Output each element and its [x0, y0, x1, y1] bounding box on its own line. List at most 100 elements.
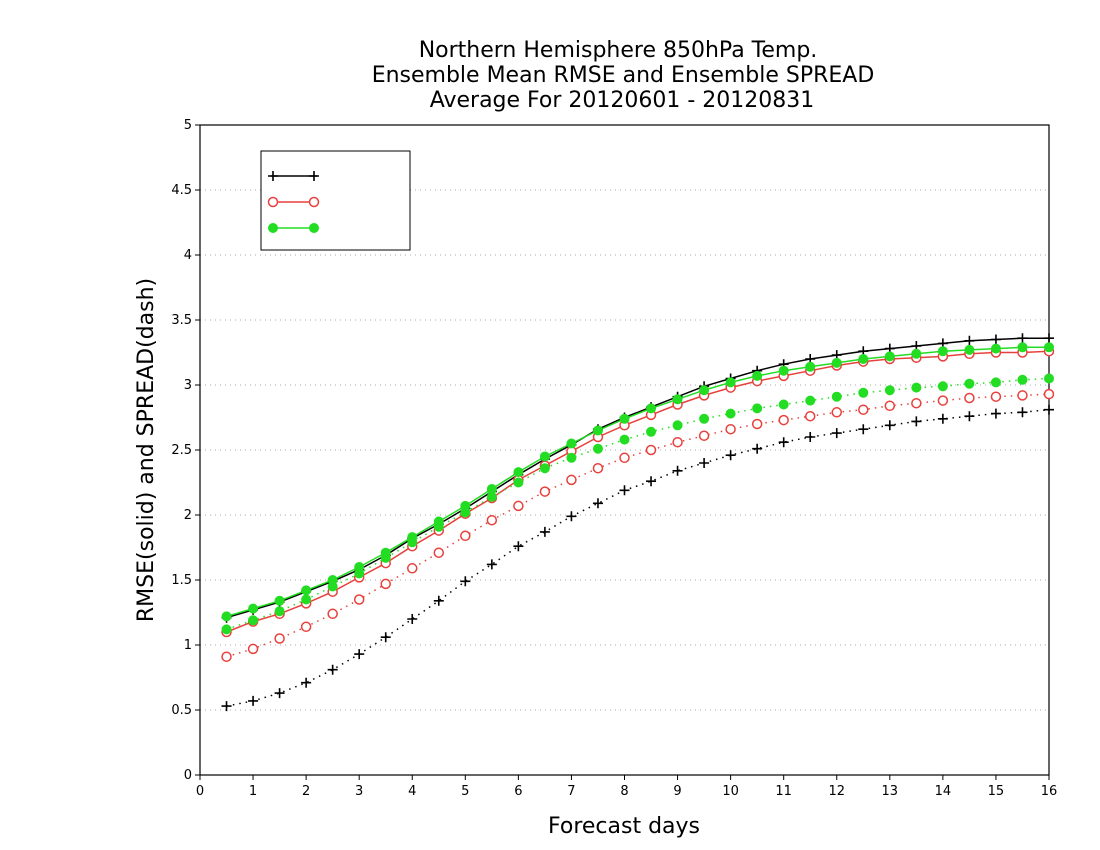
filled-circle-marker [858, 354, 869, 364]
circle-marker [937, 395, 949, 406]
plus-marker [831, 428, 842, 439]
circle-marker [778, 414, 789, 426]
filled-circle-marker [221, 611, 232, 622]
circle-marker [1017, 390, 1028, 401]
y-tick-label: 0.5 [171, 703, 192, 718]
plus-marker [407, 614, 418, 624]
plus-marker [619, 485, 630, 496]
circle-marker [267, 196, 279, 208]
y-tick-label: 5 [184, 118, 192, 133]
grid [200, 189, 1049, 711]
circle-marker [964, 392, 975, 404]
x-tick-label: 5 [461, 784, 469, 799]
x-tick-label: 15 [988, 784, 1005, 799]
circle-marker [645, 444, 657, 456]
filled-circle-marker [831, 391, 842, 402]
rmse-line [226, 350, 1050, 633]
filled-circle-marker [619, 434, 630, 445]
filled-circle-marker [937, 381, 948, 392]
filled-circle-marker [884, 385, 895, 396]
plus-marker [646, 476, 657, 487]
plus-marker [513, 541, 524, 552]
plus-marker [805, 432, 816, 442]
plus-marker [858, 424, 869, 435]
circle-marker [221, 651, 232, 662]
filled-circle-marker [990, 377, 1001, 388]
filled-circle-marker [805, 361, 816, 372]
circle-marker [858, 404, 869, 415]
circle-marker [407, 563, 418, 574]
x-tick-label: 8 [620, 784, 628, 799]
plus-marker [539, 526, 550, 537]
filled-circle-marker [778, 399, 789, 410]
plus-marker [911, 416, 922, 427]
plus-marker [221, 701, 232, 712]
filled-circle-marker [725, 408, 736, 419]
series-2 [221, 345, 1055, 662]
y-tick-label: 3.5 [171, 313, 192, 328]
filled-circle-marker [1017, 342, 1028, 353]
circle-marker [300, 621, 312, 633]
filled-circle-marker [990, 343, 1001, 354]
filled-circle-marker [354, 562, 365, 572]
filled-circle-marker [1017, 374, 1028, 385]
circle-marker [725, 423, 736, 435]
plus-marker [1017, 333, 1028, 344]
plus-marker [433, 595, 444, 606]
circle-marker [247, 643, 259, 655]
x-tick-label: 4 [408, 784, 416, 799]
spread-line [226, 393, 1050, 658]
filled-circle-marker [672, 420, 683, 431]
circle-marker [308, 196, 320, 208]
filled-circle-marker [274, 595, 285, 606]
filled-circle-marker [699, 413, 710, 424]
filled-circle-marker [752, 370, 763, 381]
x-tick-label: 10 [722, 784, 739, 799]
filled-circle-marker [380, 547, 391, 558]
filled-circle-marker [592, 443, 603, 454]
series-layer [221, 333, 1055, 712]
plus-marker [486, 559, 497, 570]
filled-circle-marker [268, 223, 278, 233]
filled-circle-marker [699, 385, 710, 396]
filled-circle-marker [301, 585, 312, 596]
x-tick-label: 14 [935, 784, 952, 799]
plus-marker [884, 420, 895, 431]
x-tick-label: 7 [567, 784, 575, 799]
filled-circle-marker [327, 575, 338, 585]
filled-circle-marker [221, 624, 232, 635]
filled-circle-marker [619, 413, 630, 424]
plus-marker [248, 695, 259, 706]
plus-marker [990, 334, 1001, 345]
chart-subtitle-2: Average For 20120601 - 20120831 [430, 88, 815, 113]
plus-marker [380, 632, 391, 643]
plus-marker [566, 511, 577, 522]
filled-circle-marker [274, 606, 285, 617]
plus-marker [752, 443, 763, 454]
y-tick-label: 0 [184, 768, 192, 783]
circle-marker [990, 391, 1002, 402]
x-tick-label: 16 [1041, 784, 1058, 799]
filled-circle-marker [539, 463, 550, 474]
filled-circle-marker [1044, 342, 1054, 353]
filled-circle-marker [831, 357, 842, 368]
filled-circle-marker [725, 377, 736, 388]
circle-marker [831, 407, 842, 418]
y-tick-label: 3 [184, 378, 192, 393]
y-tick-label: 1 [184, 638, 192, 653]
plus-marker [964, 335, 975, 346]
axes: 00.511.522.533.544.550 1 2 3 4 5 6 7 8 9 10 11 12 13 1… [171, 118, 1057, 799]
x-tick-label: 12 [828, 784, 845, 799]
plus-marker [301, 677, 312, 688]
circle-marker [911, 397, 922, 409]
filled-circle-marker [646, 426, 657, 437]
legend [260, 150, 411, 251]
y-tick-label: 4 [184, 248, 192, 263]
filled-circle-marker [539, 451, 550, 462]
circle-marker [460, 530, 471, 542]
filled-circle-marker [301, 594, 312, 605]
filled-circle-marker [646, 403, 657, 414]
plus-marker [990, 408, 1001, 419]
plus-marker [1017, 407, 1028, 418]
